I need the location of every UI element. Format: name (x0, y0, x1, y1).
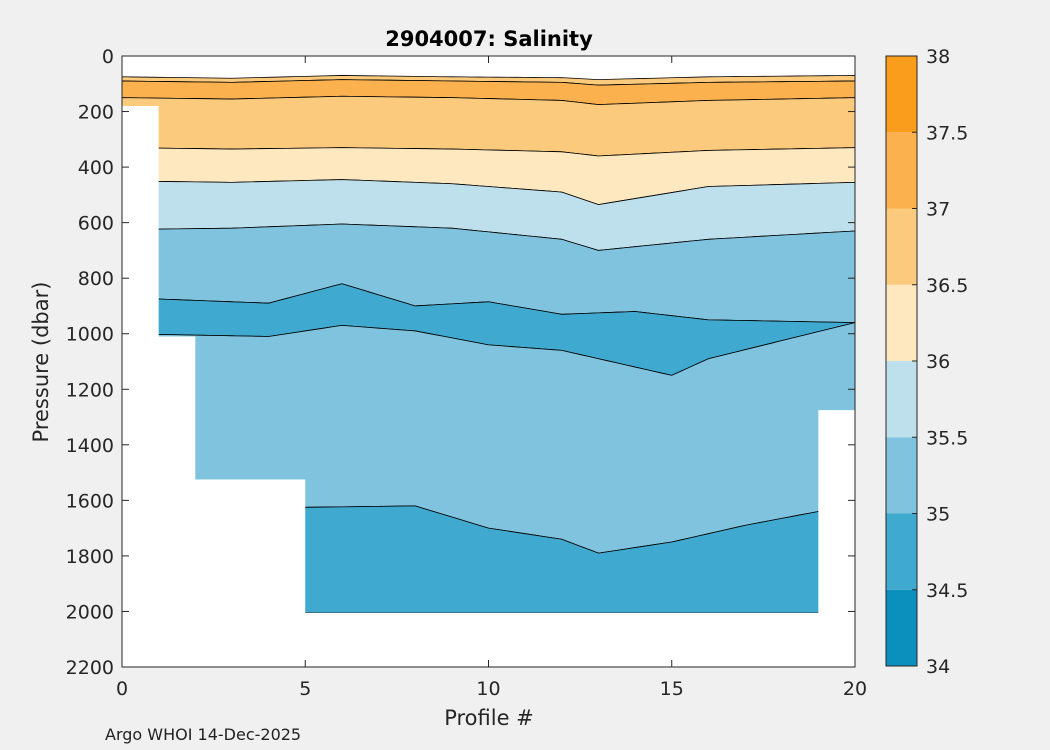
x-tick-label-0: 0 (116, 678, 128, 700)
y-tick-label-1: 200 (78, 102, 114, 124)
y-tick-label-9: 1800 (66, 546, 114, 568)
y-tick-label-2: 400 (78, 157, 114, 179)
colorbar-tick-label-1: 34.5 (926, 580, 968, 602)
colorbar-segment-1 (886, 513, 917, 590)
colorbar-tick-label-6: 37 (926, 199, 950, 221)
colorbar-tick-label-4: 36 (926, 351, 950, 373)
y-tick-label-11: 2200 (66, 657, 114, 679)
colorbar-segment-7 (886, 56, 917, 133)
colorbar-tick-label-7: 37.5 (926, 122, 968, 144)
y-tick-label-4: 800 (78, 268, 114, 290)
y-tick-label-8: 1600 (66, 490, 114, 512)
colorbar-segment-4 (886, 284, 917, 361)
y-tick-label-0: 0 (102, 46, 114, 68)
y-tick-label-10: 2000 (66, 601, 114, 623)
colorbar-segment-6 (886, 132, 917, 209)
colorbar-segment-5 (886, 208, 917, 285)
x-axis: 0 5 10 15 20 (116, 56, 867, 700)
x-axis-label: Profile # (444, 706, 534, 730)
x-tick-label-1: 5 (299, 678, 311, 700)
x-tick-label-3: 15 (660, 678, 684, 700)
x-tick-label-2: 10 (476, 678, 500, 700)
y-tick-label-3: 600 (78, 213, 114, 235)
contour-band-3 (122, 95, 855, 157)
no-data-region (122, 105, 855, 667)
y-tick-label-5: 1000 (66, 324, 114, 346)
colorbar: 34 34.5 35 35.5 36 36.5 37 37.5 38 (885, 46, 968, 678)
x-tick-label-4: 20 (843, 678, 867, 700)
y-axis: 0 200 400 600 800 1000 1200 1400 1600 1800 2000 220… (66, 46, 855, 679)
footer-credit: Argo WHOI 14-Dec-2025 (105, 725, 302, 744)
colorbar-tick-label-2: 35 (926, 504, 950, 526)
colorbar-segment-2 (886, 437, 917, 514)
y-tick-label-7: 1400 (66, 435, 114, 457)
y-axis-label: Pressure (dbar) (29, 282, 53, 443)
colorbar-tick-label-0: 34 (926, 656, 950, 678)
colorbar-tick-label-3: 35.5 (926, 427, 968, 449)
chart-title: 2904007: Salinity (385, 27, 593, 51)
colorbar-tick-label-5: 36.5 (926, 275, 968, 297)
colorbar-tick-label-8: 38 (926, 46, 950, 68)
seafloor-mask (122, 105, 855, 667)
colorbar-segment-3 (886, 361, 917, 438)
y-tick-label-6: 1200 (66, 379, 114, 401)
colorbar-segment-0 (886, 589, 917, 666)
